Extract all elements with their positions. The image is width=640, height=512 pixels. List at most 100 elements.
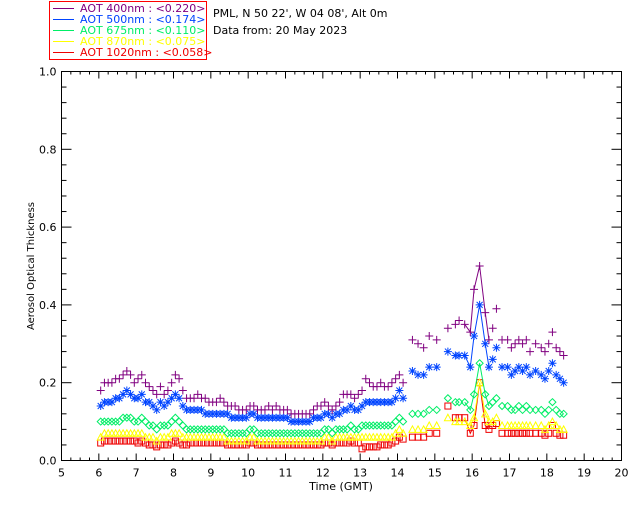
data-point: [522, 401, 531, 411]
data-point: [522, 335, 531, 344]
data-point: [343, 405, 352, 414]
data-point: [419, 409, 428, 419]
data-point: [525, 405, 535, 415]
x-tick-label: 8: [170, 467, 177, 480]
data-point: [317, 441, 325, 449]
data-point: [171, 370, 180, 379]
data-point: [522, 363, 531, 372]
data-point: [481, 390, 490, 399]
data-point: [432, 420, 442, 429]
data-point: [346, 390, 355, 399]
data-point: [279, 429, 288, 438]
data-point: [369, 443, 377, 451]
data-point: [328, 405, 337, 414]
data-point: [271, 429, 281, 438]
data-point: [548, 359, 557, 368]
data-point: [544, 339, 553, 348]
data-point: [384, 382, 393, 391]
data-point: [335, 425, 344, 434]
data-point: [148, 386, 157, 395]
data-point: [227, 441, 235, 449]
data-point: [182, 425, 191, 434]
data-point: [387, 378, 396, 387]
data-point: [305, 417, 314, 426]
data-point: [122, 367, 131, 376]
data-point: [327, 436, 337, 445]
data-point: [361, 374, 370, 383]
data-point: [97, 439, 105, 447]
data-point: [96, 386, 105, 395]
data-point: [470, 332, 479, 341]
data-point: [201, 439, 209, 447]
legend-label: AOT 1020nm : <0.058>: [80, 46, 213, 59]
data-point: [365, 421, 374, 430]
data-point: [559, 424, 568, 433]
data-point: [301, 429, 311, 438]
data-point: [216, 439, 224, 447]
data-point: [511, 429, 519, 437]
data-point: [455, 316, 464, 325]
x-tick-label: 17: [503, 467, 517, 480]
data-point: [234, 429, 244, 438]
data-point: [470, 285, 479, 294]
data-point: [130, 378, 139, 387]
data-point: [287, 441, 295, 449]
data-point: [552, 429, 560, 437]
y-tick-label: 1.0: [39, 66, 57, 79]
data-point: [443, 413, 453, 422]
data-point: [198, 439, 205, 447]
data-point: [164, 441, 172, 449]
data-point: [511, 339, 520, 348]
data-point: [242, 405, 251, 414]
data-point: [531, 367, 540, 376]
data-point: [548, 417, 557, 426]
data-point: [313, 429, 322, 438]
data-point: [178, 402, 187, 411]
data-point: [137, 428, 147, 437]
data-point: [408, 367, 417, 376]
data-point: [455, 351, 464, 360]
data-point: [384, 441, 392, 449]
data-point: [96, 402, 105, 411]
data-point: [171, 437, 179, 445]
data-point: [167, 378, 176, 387]
data-point: [466, 328, 475, 337]
data-point: [531, 420, 540, 429]
data-point: [141, 417, 150, 426]
series-aot-500nm: [96, 300, 568, 426]
data-point: [261, 441, 269, 449]
data-point: [555, 374, 564, 383]
data-point: [134, 439, 142, 447]
data-point: [372, 382, 381, 391]
data-point: [324, 402, 333, 411]
data-point: [280, 441, 288, 449]
site-info: PML, N 50 22', W 04 08', Alt 0m: [213, 7, 388, 20]
data-point: [391, 374, 400, 383]
data-point: [544, 405, 553, 415]
data-point: [408, 424, 417, 433]
data-point: [249, 402, 258, 411]
data-point: [350, 425, 359, 434]
data-point: [324, 432, 333, 441]
series-aot-400nm: [96, 262, 568, 418]
data-point: [305, 429, 314, 438]
data-point: [383, 421, 393, 430]
data-point: [420, 433, 428, 441]
data-point: [465, 420, 475, 429]
data-point: [475, 300, 484, 309]
data-point: [488, 324, 497, 333]
data-point: [249, 409, 258, 418]
data-point: [432, 335, 441, 344]
data-point: [432, 405, 441, 415]
data-point: [245, 425, 255, 434]
data-point: [316, 436, 326, 445]
data-point: [507, 370, 516, 379]
data-point: [306, 441, 314, 449]
data-point: [526, 429, 534, 437]
data-point: [160, 390, 169, 399]
data-point: [551, 405, 561, 415]
data-point: [142, 439, 149, 447]
data-point: [100, 417, 109, 426]
data-point: [283, 429, 292, 438]
data-point: [469, 413, 479, 422]
